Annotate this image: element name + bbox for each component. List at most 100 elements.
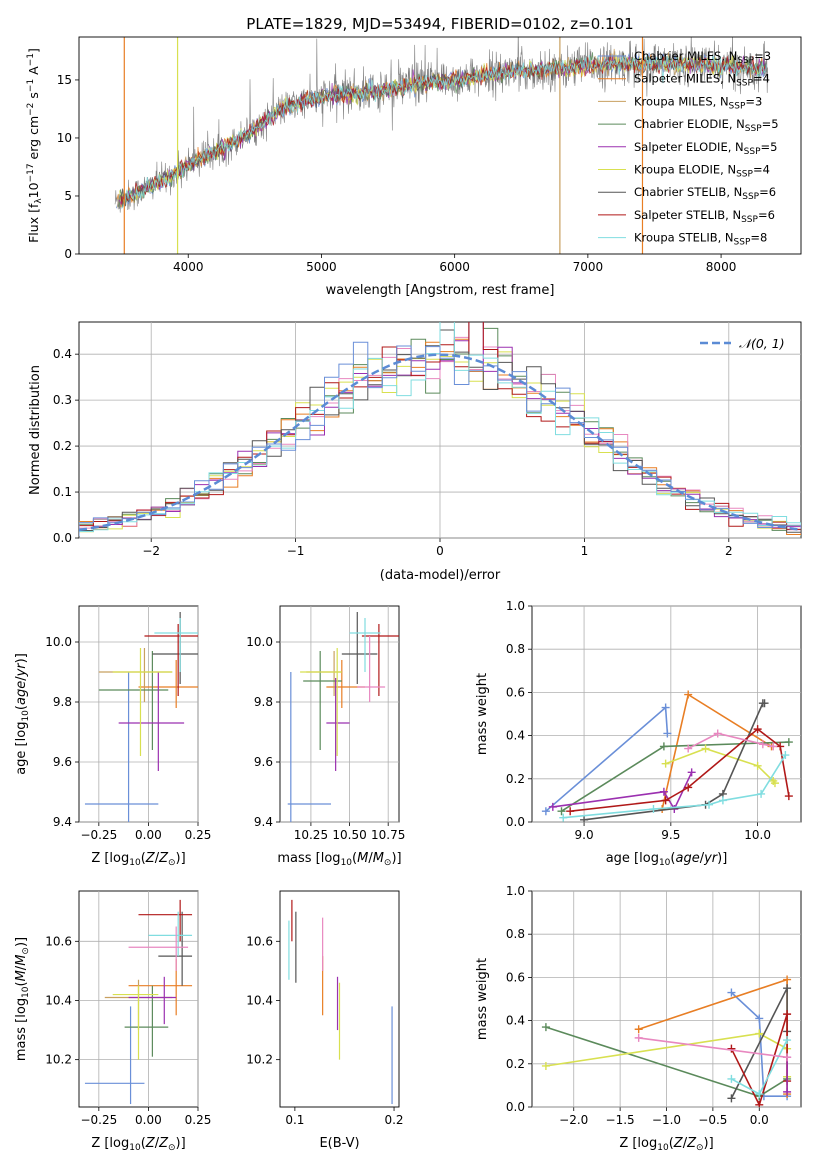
x-tick-label: −0.25 [80, 828, 117, 842]
weight-marker [784, 792, 793, 801]
x-tick-label: −1.0 [652, 1113, 681, 1127]
weight-marker [713, 729, 722, 738]
weight-marker [705, 800, 714, 809]
weight-marker [541, 807, 550, 816]
x-tick-label: −0.25 [80, 1113, 117, 1127]
weight-marker [566, 807, 575, 816]
legend-label: Kroupa MILES, NSSP=3 [634, 94, 762, 111]
x-tick-label: 10.25 [294, 828, 328, 842]
weight-marker [684, 744, 693, 753]
y-tick-label: 15 [57, 73, 72, 87]
weight-marker [781, 751, 790, 760]
x-tick-label: 9.0 [575, 828, 594, 842]
y-tick-label: 10.6 [45, 934, 72, 948]
y-tick-label: 0.6 [506, 685, 525, 699]
weight-marker [783, 1087, 792, 1096]
mass-weight-vs-z-panel: −2.0 −1.5 −1.0 −0.5 0.0 0.0 0.2 0.4 0.6 0.8 1.0 Z [… [475, 884, 802, 1153]
weight-line [638, 1037, 788, 1059]
legend-label: Kroupa ELODIE, NSSP=4 [634, 163, 770, 180]
weight-marker [701, 744, 710, 753]
x-tick-label: 0.25 [185, 1113, 212, 1127]
legend-label: Kroupa STELIB, NSSP=8 [634, 231, 767, 248]
panel-xlabel: Z [log10(Z/Z⊙)] [91, 1136, 185, 1153]
y-tick-label: 0.1 [53, 485, 72, 499]
y-tick-label: 0.4 [506, 729, 525, 743]
weight-marker [769, 742, 778, 751]
y-tick-label: 0.0 [506, 815, 525, 829]
x-tick-label: 0.2 [384, 1113, 403, 1127]
y-tick-label: 9.6 [53, 755, 72, 769]
x-tick-label: 1 [581, 544, 589, 558]
y-tick-label: 10.0 [246, 635, 273, 649]
weight-marker [727, 988, 736, 997]
axes-frame [279, 890, 400, 1108]
y-tick-label: 0.4 [53, 347, 72, 361]
y-tick-label: 10.0 [45, 635, 72, 649]
residuals-xlabel: (data-model)/error [380, 568, 501, 583]
y-tick-label: 10.2 [246, 1053, 273, 1067]
legend-label: Salpeter ELODIE, NSSP=5 [634, 140, 777, 157]
residuals-panel: −2 −1 0 1 2 0.0 0.1 0.2 0.3 0.4 (data-model)/error… [28, 321, 802, 583]
y-tick-label: 0.2 [53, 439, 72, 453]
spectrum-model-kroupa-stelib [121, 54, 767, 209]
errorbars [288, 899, 393, 1105]
y-tick-label: 0.2 [506, 772, 525, 786]
y-tick-label: 0.8 [506, 927, 525, 941]
weight-marker [755, 1014, 764, 1023]
weight-marker [541, 1061, 550, 1070]
mass-weight-vs-age-panel: 9.0 9.5 10.0 0.0 0.2 0.4 0.6 0.8 1.0 age [log10(a… [475, 599, 802, 868]
weight-marker [757, 789, 766, 798]
age-vs-mass-panel: 10.25 10.50 10.75 9.4 9.6 9.8 10.0 mass [log10(… [246, 605, 405, 868]
residuals-ylabel: Normed distribution [28, 365, 43, 495]
weight-marker [760, 699, 769, 708]
panel-ylabel: age [log10(age/yr)] [14, 653, 31, 775]
weight-marker [687, 768, 696, 777]
age-vs-z-panel: −0.25 0.00 0.25 9.4 9.6 9.8 10.0 Z [log10(Z/Z⊙)… [14, 605, 212, 868]
x-tick-label: 10.50 [332, 828, 366, 842]
legend-label: Chabrier ELODIE, NSSP=5 [634, 117, 779, 134]
y-tick-label: 10.6 [246, 934, 273, 948]
x-tick-label: 0.00 [135, 828, 162, 842]
x-tick-label: 0.25 [185, 828, 212, 842]
histogram-group [79, 322, 801, 537]
weight-marker [783, 975, 792, 984]
weight-line [584, 702, 765, 821]
weight-line [730, 1013, 788, 1107]
panel-ylabel: mass weight [475, 673, 490, 755]
y-tick-label: 9.4 [53, 815, 72, 829]
weight-marker [727, 1094, 736, 1103]
x-tick-label: 10.0 [744, 828, 771, 842]
x-tick-label: 10.75 [371, 828, 405, 842]
weight-marker [684, 783, 693, 792]
spectrum-ylabel: Flux [fλ10−17 erg cm−2 s−1 A−1] [26, 48, 44, 243]
panel-ylabel: mass weight [475, 958, 490, 1040]
weight-marker [776, 742, 785, 751]
weight-marker [649, 805, 658, 814]
y-tick-label: 1.0 [506, 884, 525, 898]
weight-marker [784, 738, 793, 747]
errorbars [84, 612, 198, 822]
axes-frame [78, 36, 802, 255]
legend-label: Chabrier STELIB, NSSP=6 [634, 185, 776, 202]
legend-label: Salpeter MILES, NSSP=4 [634, 72, 770, 89]
legend-label: Salpeter STELIB, NSSP=6 [634, 208, 775, 225]
panel-xlabel: E(B-V) [319, 1136, 359, 1151]
weight-marker [783, 984, 792, 993]
y-tick-label: 10.4 [246, 993, 273, 1007]
histogram-step [79, 341, 801, 536]
x-tick-label: 8000 [706, 260, 737, 274]
x-tick-label: −2.0 [559, 1113, 588, 1127]
x-tick-label: 0.1 [285, 1113, 304, 1127]
weight-marker [661, 796, 670, 805]
x-tick-label: 4000 [173, 260, 204, 274]
figure-title: PLATE=1829, MJD=53494, FIBERID=0102, z=0… [246, 15, 633, 33]
y-tick-label: 10.4 [45, 993, 72, 1007]
weight-marker [783, 1053, 792, 1062]
x-tick-label: 0.0 [750, 1113, 769, 1127]
y-tick-label: 0.0 [506, 1100, 525, 1114]
weight-marker [634, 1025, 643, 1034]
y-tick-label: 10.2 [45, 1053, 72, 1067]
weight-line [687, 732, 774, 750]
weight-marker [758, 740, 767, 749]
